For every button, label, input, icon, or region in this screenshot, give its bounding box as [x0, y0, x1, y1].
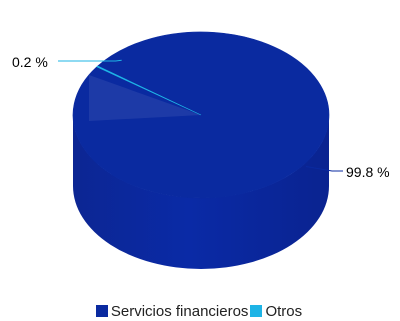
pie-highlight: [89, 75, 201, 121]
legend-item-servicios-financieros[interactable]: Servicios financieros: [95, 302, 249, 320]
data-label-otros: 0.2 %: [12, 54, 48, 70]
data-labels: 99.8 % 0.2 %: [12, 54, 390, 180]
legend: Servicios financieros Otros: [0, 302, 400, 320]
legend-label-servicios-financieros: Servicios financieros: [110, 302, 249, 320]
legend-item-otros[interactable]: Otros: [250, 303, 302, 320]
data-label-servicios-financieros: 99.8 %: [346, 164, 390, 180]
legend-swatch-servicios-financieros: [95, 305, 108, 317]
leader-line-otros: [58, 59, 122, 62]
pie-slice-servicios-financieros[interactable]: [72, 31, 330, 199]
legend-swatch-otros: [250, 305, 263, 317]
pie-slice-otros[interactable]: [96, 65, 202, 116]
pie-side-wall: [73, 115, 329, 269]
legend-label-otros: Otros: [265, 302, 303, 320]
pie-group: [72, 31, 330, 269]
leader-line-servicios-financieros: [305, 165, 343, 172]
